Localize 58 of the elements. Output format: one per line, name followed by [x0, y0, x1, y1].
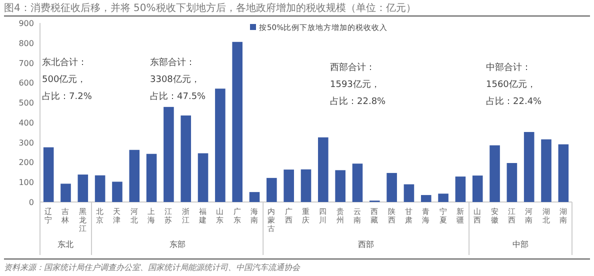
bar	[506, 163, 518, 202]
y-tick-label: 300	[18, 138, 34, 148]
annotation: 500亿元，	[42, 74, 86, 85]
bar	[472, 176, 483, 202]
bar	[146, 154, 157, 202]
y-tick-label: 800	[18, 38, 34, 48]
annotation: 3308亿元，	[150, 74, 200, 85]
bar	[455, 176, 466, 202]
annotation: 占比：22.8%	[330, 96, 386, 107]
bar	[335, 170, 346, 202]
y-tick-label: 400	[18, 118, 34, 128]
bar	[249, 192, 260, 202]
bar	[284, 170, 294, 202]
bar	[164, 106, 174, 202]
bar	[490, 145, 500, 202]
bar	[438, 194, 448, 202]
text: 西部	[358, 240, 374, 249]
bar	[318, 137, 328, 202]
chart-title: 图4：消费税征收后移，并将 50%税收下划地方后，各地政府增加的税收规模（单位：亿元）	[4, 2, 416, 14]
bar	[386, 172, 397, 202]
annotation: 东北合计：	[42, 57, 87, 68]
y-tick-label: 500	[18, 98, 34, 108]
y-tick-label: 0	[28, 198, 34, 207]
bar	[180, 115, 192, 202]
bar	[94, 175, 106, 202]
bar	[541, 139, 552, 202]
bar	[198, 153, 208, 202]
annotation: 东部合计：	[150, 57, 195, 68]
bar	[232, 42, 243, 202]
annotation: 中部合计：	[486, 62, 531, 73]
bar	[404, 184, 414, 202]
annotation: 占比：22.4%	[486, 96, 542, 107]
bar	[300, 169, 312, 202]
annotation: 占比：47.5%	[150, 91, 206, 102]
bar	[420, 195, 432, 202]
y-tick-label: 900	[18, 19, 34, 28]
bar	[60, 184, 71, 202]
bar	[43, 147, 54, 202]
y-tick-label: 100	[18, 178, 34, 188]
annotation: 1593亿元，	[330, 79, 380, 90]
annotation: 1560亿元，	[486, 79, 536, 90]
bar	[266, 178, 277, 202]
y-tick-label: 700	[18, 58, 34, 68]
annotation: 西部合计：	[330, 62, 375, 73]
text: 资料来源：国家统计局住户调查办公室、国家统计局能源统计司、中国汽车流通协会	[4, 263, 301, 272]
y-tick-label: 200	[18, 158, 34, 168]
bar	[112, 182, 122, 202]
bar	[129, 150, 140, 202]
annotation: 占比：7.2%	[42, 91, 92, 102]
bar	[352, 164, 363, 202]
bar	[558, 144, 569, 202]
bar	[215, 88, 226, 202]
text: 东部	[169, 240, 186, 249]
text: 东北	[58, 240, 74, 249]
bar	[524, 132, 534, 202]
y-tick-label: 600	[18, 78, 34, 88]
text: 中部	[512, 240, 529, 249]
bar	[78, 174, 88, 202]
